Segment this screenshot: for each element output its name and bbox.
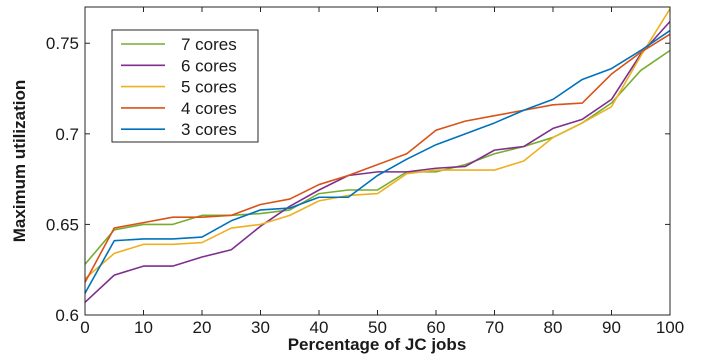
x-tick-label: 100 <box>656 318 684 337</box>
x-axis-title: Percentage of JC jobs <box>288 335 467 354</box>
legend-label: 3 cores <box>181 120 237 139</box>
legend-label: 7 cores <box>181 35 237 54</box>
y-tick-label: 0.7 <box>55 125 79 144</box>
series-lines <box>84 8 671 303</box>
x-tick-labels: 0 10 20 30 40 50 60 70 80 90 100 <box>80 318 684 337</box>
legend-label: 6 cores <box>181 56 237 75</box>
series-line-4-cores <box>84 33 671 283</box>
x-tick-label: 40 <box>310 318 329 337</box>
x-tick-label: 50 <box>368 318 387 337</box>
y-tick-label: 0.6 <box>55 306 79 325</box>
series-line-5-cores <box>84 8 671 280</box>
legend-label: 4 cores <box>181 99 237 118</box>
series-line-3-cores <box>84 29 671 294</box>
y-tick-label: 0.75 <box>46 34 79 53</box>
x-tick-label: 20 <box>193 318 212 337</box>
x-tick-label: 0 <box>80 318 89 337</box>
x-tick-label: 30 <box>251 318 270 337</box>
axis-ticks <box>84 7 671 316</box>
x-tick-label: 60 <box>427 318 446 337</box>
y-tick-label: 0.65 <box>46 215 79 234</box>
x-tick-label: 10 <box>134 318 153 337</box>
y-axis-title: Maximum utilization <box>10 80 29 242</box>
x-tick-label: 90 <box>602 318 621 337</box>
x-tick-label: 80 <box>544 318 563 337</box>
y-tick-labels: 0.6 0.65 0.7 0.75 <box>46 34 79 325</box>
series-line-6-cores <box>84 20 671 303</box>
legend-label: 5 cores <box>181 78 237 97</box>
x-tick-label: 70 <box>485 318 504 337</box>
legend: 7 cores 6 cores 5 cores 4 cores 3 cores <box>111 29 259 143</box>
